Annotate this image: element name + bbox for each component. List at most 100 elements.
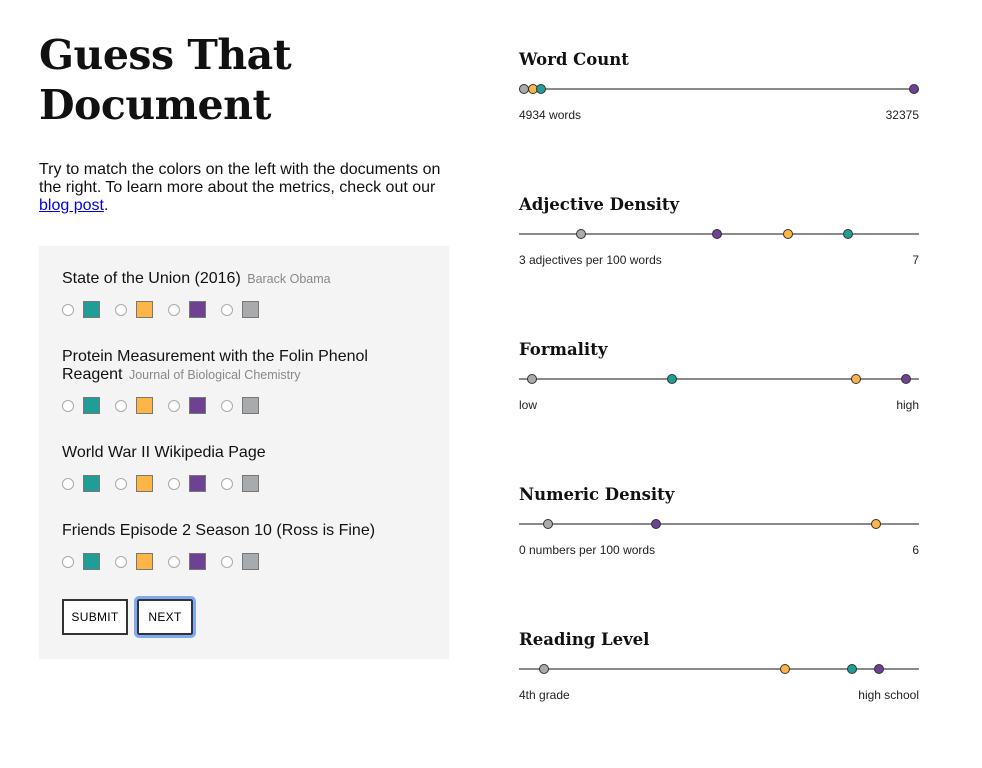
metric-min-label: 3 adjectives per 100 words — [519, 253, 662, 267]
metric-title: Formality — [519, 340, 608, 359]
metric-dot-purple — [650, 519, 661, 529]
radio-button[interactable] — [168, 303, 180, 316]
next-button[interactable]: NEXT — [134, 596, 196, 638]
radio-button[interactable] — [62, 303, 74, 316]
metric-dot-gray — [575, 229, 586, 239]
intro-text-before: Try to match the colors on the left with… — [39, 161, 441, 196]
color-swatch-gray — [242, 553, 259, 570]
color-swatch-teal — [83, 553, 100, 570]
metric-title: Adjective Density — [519, 195, 680, 214]
color-option-purple[interactable] — [168, 301, 206, 318]
color-swatch-gray — [242, 475, 259, 492]
document-name: State of the Union (2016) — [62, 270, 241, 287]
radio-button[interactable] — [221, 555, 233, 568]
radio-button[interactable] — [221, 399, 233, 412]
metric-dot-purple — [901, 374, 912, 384]
color-swatch-gray — [242, 301, 259, 318]
document-name: Protein Measurement with the Folin Pheno… — [62, 348, 368, 383]
color-option-teal[interactable] — [62, 397, 100, 414]
color-option-gray[interactable] — [221, 397, 259, 414]
color-swatch-orange — [136, 397, 153, 414]
radio-button[interactable] — [168, 399, 180, 412]
color-swatch-gray — [242, 397, 259, 414]
color-options — [62, 475, 274, 492]
intro-text-after: . — [103, 197, 109, 214]
color-option-purple[interactable] — [168, 553, 206, 570]
metric-title: Numeric Density — [519, 485, 675, 504]
color-option-orange[interactable] — [115, 397, 153, 414]
metric-formality: Formality low high — [519, 340, 919, 430]
color-swatch-purple — [189, 301, 206, 318]
metric-adjective-density: Adjective Density 3 adjectives per 100 w… — [519, 195, 919, 285]
metric-min-label: 4934 words — [519, 108, 582, 122]
document-title: Protein Measurement with the Folin Pheno… — [62, 348, 392, 384]
color-options — [62, 397, 274, 414]
metric-dot-gray — [526, 374, 537, 384]
metric-title: Word Count — [519, 50, 629, 69]
page-title: Guess That Document — [39, 31, 292, 129]
metric-dot-gray — [538, 664, 549, 674]
radio-button[interactable] — [62, 477, 74, 490]
metric-min-label: 4th grade — [519, 688, 570, 702]
metric-dot-orange — [780, 664, 791, 674]
radio-button[interactable] — [168, 555, 180, 568]
metric-min-label: 0 numbers per 100 words — [519, 543, 656, 557]
metric-reading-level: Reading Level 4th grade high school — [519, 630, 919, 720]
color-swatch-orange — [136, 301, 153, 318]
metric-track — [519, 523, 919, 525]
metric-max-label: 7 — [912, 253, 919, 267]
color-swatch-orange — [136, 553, 153, 570]
color-swatch-purple — [189, 553, 206, 570]
metric-max-label: high school — [858, 688, 919, 702]
color-option-teal[interactable] — [62, 301, 100, 318]
document-title: Friends Episode 2 Season 10 (Ross is Fin… — [62, 522, 402, 540]
quiz-item: Protein Measurement with the Folin Pheno… — [62, 348, 392, 414]
intro-text: Try to match the colors on the left with… — [39, 161, 449, 215]
document-title: World War II Wikipedia Page — [62, 444, 392, 462]
metric-title: Reading Level — [519, 630, 650, 649]
radio-button[interactable] — [115, 399, 127, 412]
metric-dot-orange — [850, 374, 861, 384]
color-option-gray[interactable] — [221, 475, 259, 492]
metric-min-label: low — [519, 398, 538, 412]
color-option-gray[interactable] — [221, 553, 259, 570]
metric-dot-purple — [873, 664, 884, 674]
color-option-teal[interactable] — [62, 553, 100, 570]
radio-button[interactable] — [115, 303, 127, 316]
metric-word-count: Word Count 4934 words 32375 — [519, 50, 919, 140]
metric-dot-orange — [783, 229, 794, 239]
metric-dot-orange — [871, 519, 882, 529]
blog-post-link[interactable]: blog post — [39, 197, 104, 214]
color-option-orange[interactable] — [115, 301, 153, 318]
metric-track — [519, 378, 919, 380]
submit-button[interactable]: SUBMIT — [62, 599, 128, 635]
color-swatch-purple — [189, 397, 206, 414]
document-name: World War II Wikipedia Page — [62, 444, 266, 461]
quiz-panel: State of the Union (2016) Barack Obama P… — [39, 246, 449, 659]
metric-dot-teal — [846, 664, 857, 674]
header-section: Guess That Document Try to match the col… — [39, 30, 449, 215]
color-swatch-teal — [83, 475, 100, 492]
quiz-item: State of the Union (2016) Barack Obama — [62, 270, 392, 318]
metric-max-label: 6 — [912, 543, 919, 557]
metric-dot-gray — [543, 519, 554, 529]
metric-dot-teal — [842, 229, 853, 239]
radio-button[interactable] — [62, 555, 74, 568]
color-option-gray[interactable] — [221, 301, 259, 318]
radio-button[interactable] — [221, 477, 233, 490]
color-option-purple[interactable] — [168, 397, 206, 414]
color-swatch-teal — [83, 397, 100, 414]
color-option-orange[interactable] — [115, 475, 153, 492]
color-option-orange[interactable] — [115, 553, 153, 570]
radio-button[interactable] — [168, 477, 180, 490]
color-swatch-teal — [83, 301, 100, 318]
color-option-purple[interactable] — [168, 475, 206, 492]
radio-button[interactable] — [115, 555, 127, 568]
radio-button[interactable] — [221, 303, 233, 316]
radio-button[interactable] — [115, 477, 127, 490]
document-name: Friends Episode 2 Season 10 (Ross is Fin… — [62, 522, 376, 539]
radio-button[interactable] — [62, 399, 74, 412]
color-swatch-orange — [136, 475, 153, 492]
metric-track — [519, 668, 919, 670]
color-option-teal[interactable] — [62, 475, 100, 492]
